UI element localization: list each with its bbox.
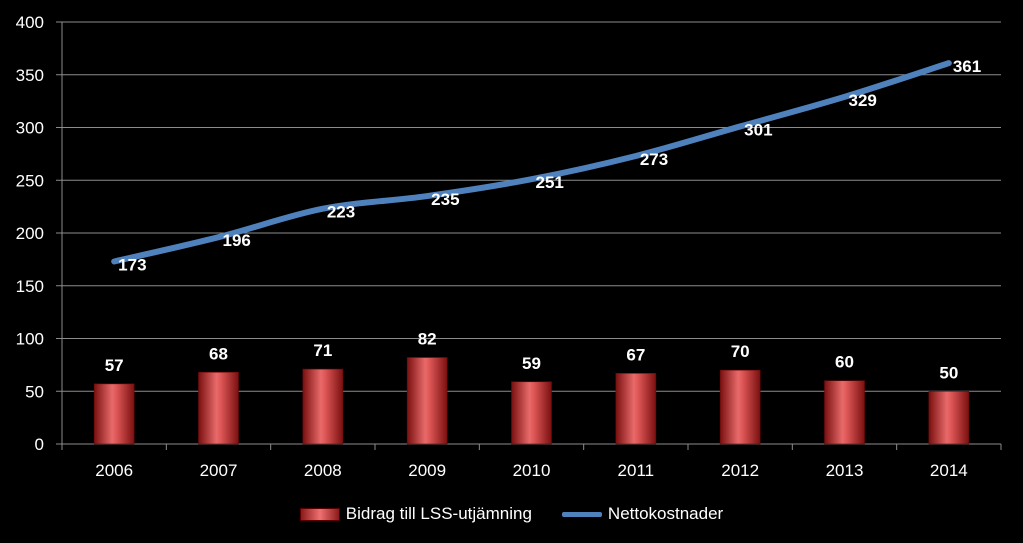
line-data-label: 251 (536, 173, 564, 192)
gridlines (62, 21, 1001, 392)
line-data-label: 329 (849, 91, 877, 110)
bar (615, 373, 657, 445)
x-tick-label: 2012 (721, 461, 759, 480)
bar-data-label: 50 (939, 363, 958, 382)
bar (198, 371, 239, 445)
y-tick-label: 300 (16, 119, 44, 138)
x-tick-label: 2009 (408, 461, 446, 480)
bar (511, 381, 552, 445)
line-data-label: 173 (118, 255, 146, 274)
line-data-label: 273 (640, 150, 668, 169)
bar-data-label: 71 (313, 341, 332, 360)
bar-data-label: 68 (209, 344, 228, 363)
line-data-label: 301 (744, 120, 772, 139)
x-tick-label: 2008 (304, 461, 342, 480)
legend: Bidrag till LSS-utjämning Nettokostnader (0, 500, 1023, 528)
x-tick-label: 2006 (95, 461, 133, 480)
y-tick-label: 250 (16, 171, 44, 190)
bar (928, 390, 970, 445)
x-tick-label: 2007 (200, 461, 238, 480)
line-series (111, 60, 952, 265)
x-tick-label: 2011 (618, 461, 655, 480)
bar (302, 368, 344, 445)
line-data-label: 235 (431, 190, 459, 209)
legend-bar-swatch (299, 507, 340, 521)
y-tick-label: 0 (35, 435, 44, 454)
bar (824, 380, 865, 445)
bar-series (93, 357, 970, 445)
y-tick-label: 50 (25, 382, 44, 401)
x-tick-label: 2013 (826, 461, 864, 480)
bar-data-label: 60 (835, 353, 854, 372)
bar-data-label: 59 (522, 354, 541, 373)
y-tick-label: 100 (16, 330, 44, 349)
x-tick-label: 2014 (930, 461, 968, 480)
legend-bar-label: Bidrag till LSS-utjämning (345, 504, 532, 523)
legend-line-label: Nettokostnader (607, 504, 724, 523)
axes: 0 50 100 150 200 250 300 350 400 2006 2007 2008 2009… (16, 13, 1002, 480)
bar-data-label: 67 (626, 345, 645, 364)
line-data-label: 196 (223, 231, 251, 250)
y-tick-label: 350 (16, 66, 44, 85)
y-tick-label: 400 (16, 13, 44, 32)
legend-line-swatch (561, 511, 602, 517)
y-tick-label: 200 (16, 224, 44, 243)
bar (406, 357, 448, 445)
data-labels: 57 68 71 82 59 67 70 60 50 173 196 223 235 251 273 301 3… (105, 57, 982, 382)
legend-item-bars: Bidrag till LSS-utjämning (299, 504, 532, 524)
legend-item-line: Nettokostnader (561, 504, 724, 524)
bar (719, 369, 761, 445)
x-tick-label: 2010 (513, 461, 551, 480)
line-data-label: 223 (327, 203, 355, 222)
y-tick-label: 150 (16, 277, 44, 296)
line-data-label: 361 (953, 57, 981, 76)
bar-data-label: 82 (418, 329, 437, 348)
bar (93, 383, 135, 445)
bar-data-label: 70 (731, 342, 750, 361)
bar-data-label: 57 (105, 356, 124, 375)
